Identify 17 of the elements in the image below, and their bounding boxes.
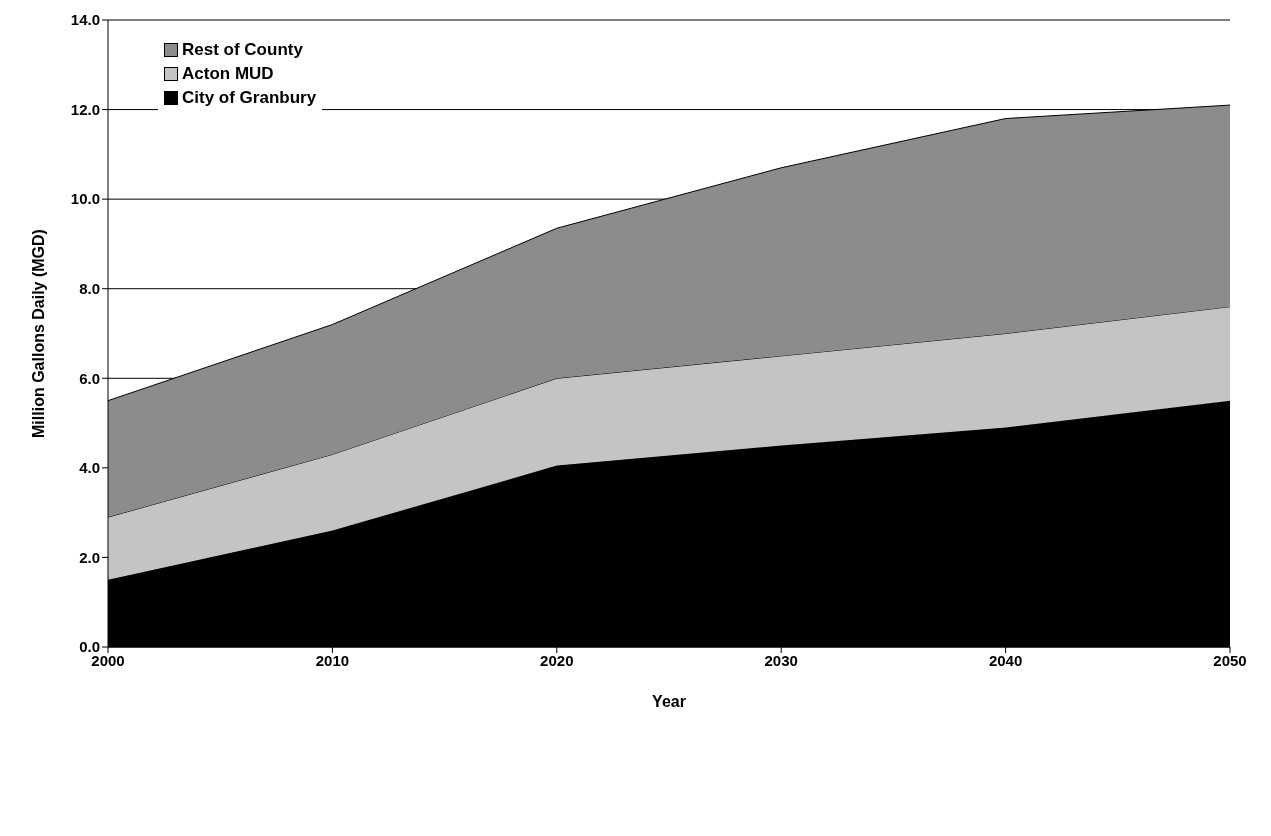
- y-tick-label: 6.0: [79, 369, 100, 387]
- x-axis-title: Year: [652, 693, 686, 710]
- y-axis-title: Million Gallons Daily (MGD): [29, 229, 47, 438]
- y-tick-label: 8.0: [79, 280, 100, 298]
- y-tick-label: 10.0: [70, 190, 100, 208]
- y-tick-label: 12.0: [70, 100, 100, 118]
- x-tick-label: 2030: [764, 651, 798, 669]
- x-tick-label: 2040: [988, 651, 1023, 669]
- legend-label: Rest of County: [181, 40, 304, 60]
- legend-label: Acton MUD: [181, 64, 275, 84]
- x-tick-label: 2020: [540, 651, 574, 669]
- x-tick-label: 2010: [315, 651, 350, 669]
- y-tick-label: 2.0: [79, 548, 100, 566]
- legend-label: City of Granbury: [181, 88, 317, 108]
- x-tick-label: 2050: [1213, 651, 1247, 669]
- y-tick-label: 4.0: [79, 459, 100, 477]
- y-tick-label: 14.0: [70, 11, 100, 29]
